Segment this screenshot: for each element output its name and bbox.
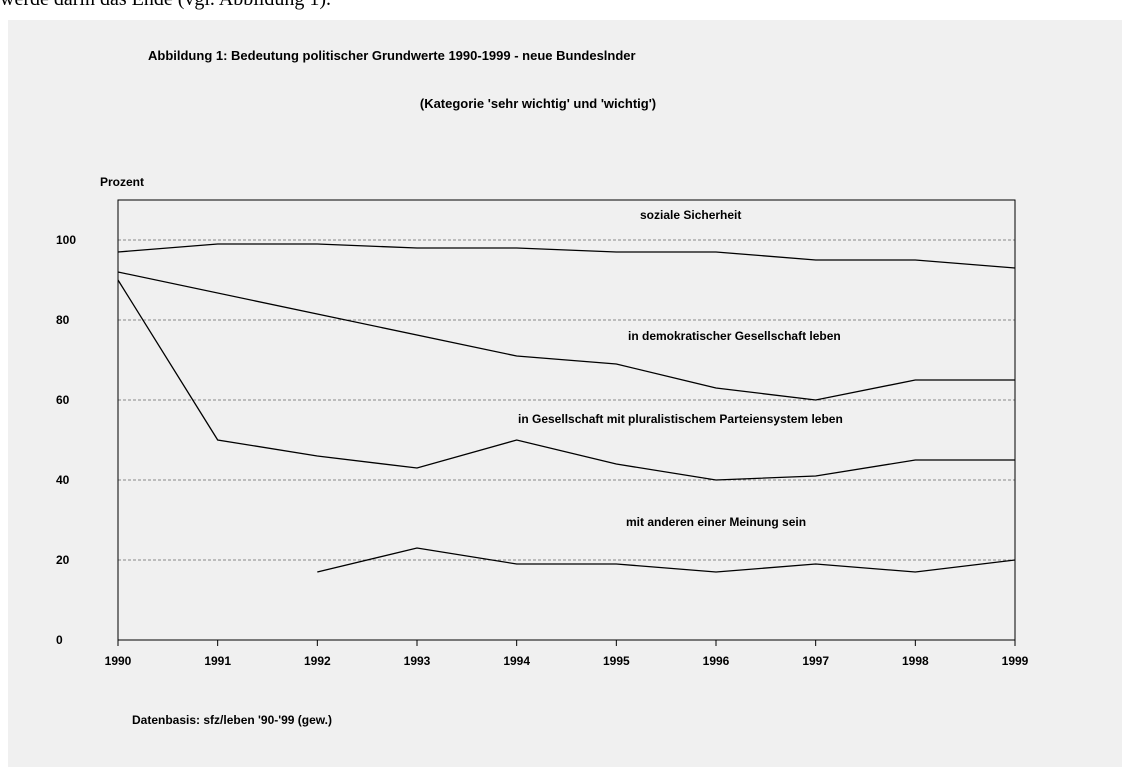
x-tick-label-1997: 1997 xyxy=(802,654,829,668)
chart-subtitle: (Kategorie 'sehr wichtig' und 'wichtig') xyxy=(420,96,656,111)
series-label-andere-meinung: mit anderen einer Meinung sein xyxy=(626,515,806,529)
source-note: Datenbasis: sfz/leben '90-'99 (gew.) xyxy=(132,713,332,727)
x-tick-label-1999: 1999 xyxy=(1002,654,1029,668)
x-tick-label-1992: 1992 xyxy=(304,654,331,668)
y-tick-label-80: 80 xyxy=(56,313,70,327)
figure-panel: Abbildung 1: Bedeutung politischer Grund… xyxy=(8,20,1122,767)
y-axis-label: Prozent xyxy=(100,175,144,189)
x-tick-label-1991: 1991 xyxy=(204,654,231,668)
series-line-soziale-sicherheit xyxy=(117,243,1016,269)
series-label-soziale-sicherheit: soziale Sicherheit xyxy=(640,208,741,222)
y-tick-label-0: 0 xyxy=(56,633,63,647)
x-tick-label-1990: 1990 xyxy=(105,654,132,668)
x-tick-label-1994: 1994 xyxy=(503,654,530,668)
series-label-demokratische-gesellschaft: in demokratischer Gesellschaft leben xyxy=(628,329,841,343)
line-chart: Abbildung 1: Bedeutung politischer Grund… xyxy=(56,48,1029,727)
x-tick-label-1993: 1993 xyxy=(404,654,431,668)
chart-title: Abbildung 1: Bedeutung politischer Grund… xyxy=(148,48,636,63)
x-tick-label-1996: 1996 xyxy=(703,654,730,668)
series-label-pluralistisches-parteiensystem: in Gesellschaft mit pluralistischem Part… xyxy=(518,412,843,426)
document-text-fragment: werde darin das Ende (vgl. Abbildung 1). xyxy=(0,0,1122,20)
series-line-pluralistisches-parteiensystem xyxy=(117,279,1015,481)
x-tick-label-1998: 1998 xyxy=(902,654,929,668)
x-axis-ticks: 1990 1991 1992 1993 1994 1995 1996 1997 1998 1999 xyxy=(105,640,1029,668)
y-tick-label-60: 60 xyxy=(56,393,70,407)
x-tick-label-1995: 1995 xyxy=(603,654,630,668)
y-axis-ticks: 0 20 40 60 80 100 xyxy=(56,233,76,647)
y-tick-label-100: 100 xyxy=(56,233,76,247)
series-line-andere-meinung xyxy=(317,547,1016,573)
series-line-demokratische-gesellschaft xyxy=(117,271,1015,401)
y-tick-label-40: 40 xyxy=(56,473,70,487)
series-lines xyxy=(117,243,1016,573)
y-tick-label-20: 20 xyxy=(56,553,70,567)
plot-frame xyxy=(117,199,1016,641)
